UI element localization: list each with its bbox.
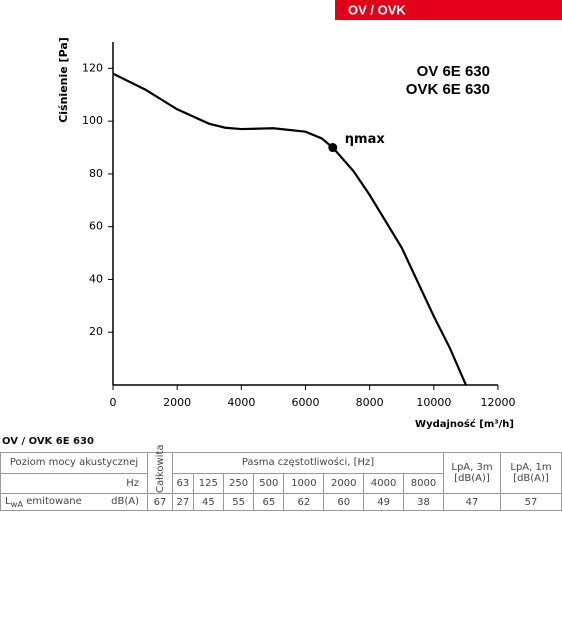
badge: OV / OVK bbox=[348, 2, 406, 17]
lpa1-value: 57 bbox=[500, 493, 562, 511]
frequency: 2000 bbox=[323, 472, 365, 494]
band-value: 45 bbox=[192, 493, 224, 511]
header-cell: LpA, 3m [dB(A)] bbox=[443, 452, 501, 494]
chart: OV / OVK OV 6E 630 OVK 6E 630 Ciśnienie … bbox=[57, 0, 562, 430]
x-tick-label: 4000 bbox=[227, 396, 255, 409]
annotation: OV 6E 630 bbox=[417, 63, 490, 80]
frequency: 8000 bbox=[403, 472, 444, 494]
frequency: 1000 bbox=[283, 472, 325, 494]
header-cell: LpA, 1m [dB(A)] bbox=[500, 452, 562, 494]
frequency: 63 bbox=[172, 472, 194, 494]
band-value: 38 bbox=[403, 493, 444, 511]
lpa3-value: 47 bbox=[443, 493, 501, 511]
x-tick-label: 12000 bbox=[481, 396, 516, 409]
total-cell: 67 bbox=[147, 493, 173, 511]
row-label: LwA emitowane dB(A) bbox=[0, 493, 148, 511]
header-cell: Poziom mocy akustycznej bbox=[0, 452, 148, 474]
frequency: 500 bbox=[253, 472, 285, 494]
unit: dB(A) bbox=[111, 495, 139, 507]
frequency: 4000 bbox=[363, 472, 405, 494]
header-cell: Całkowita bbox=[147, 444, 173, 494]
y-tick-label: 100 bbox=[82, 114, 103, 127]
marker bbox=[328, 143, 338, 153]
band-value: 55 bbox=[222, 493, 255, 511]
frequency: 125 bbox=[192, 472, 224, 494]
band-value: 27 bbox=[172, 493, 194, 511]
frequency: 250 bbox=[222, 472, 255, 494]
x-tick-label: 10000 bbox=[416, 396, 451, 409]
band-value: 62 bbox=[283, 493, 325, 511]
header-cell: Pasma częstotliwości, [Hz] bbox=[172, 452, 444, 474]
y-tick-label: 40 bbox=[89, 272, 103, 285]
y-tick-label: 20 bbox=[89, 325, 103, 338]
hz-cell: Hz bbox=[0, 472, 148, 494]
y-axis-label: Ciśnienie [Pa] bbox=[57, 37, 70, 123]
x-tick-label: 8000 bbox=[356, 396, 384, 409]
y-tick-label: 120 bbox=[82, 61, 103, 74]
x-axis-label: Wydajność [m³/h] bbox=[415, 418, 514, 430]
x-tick-label: 2000 bbox=[163, 396, 191, 409]
x-tick-label: 6000 bbox=[292, 396, 320, 409]
table: Poziom mocy akustycznej Całkowita Pasma … bbox=[0, 444, 562, 511]
label-main: L bbox=[5, 495, 11, 507]
marker-label: ηmax bbox=[345, 132, 386, 147]
y-tick-label: 60 bbox=[89, 220, 103, 233]
y-tick-label: 80 bbox=[89, 167, 103, 180]
annotation: OVK 6E 630 bbox=[406, 81, 490, 98]
line bbox=[112, 72, 467, 386]
table-title: OV / OVK 6E 630 bbox=[2, 436, 94, 447]
label-sub: wA bbox=[10, 498, 24, 509]
label-rest: emitowane bbox=[23, 495, 82, 507]
badge-bg bbox=[335, 0, 562, 20]
x-tick-label: 0 bbox=[110, 396, 117, 409]
band-value: 60 bbox=[323, 493, 365, 511]
band-value: 65 bbox=[253, 493, 285, 511]
band-value: 49 bbox=[363, 493, 405, 511]
